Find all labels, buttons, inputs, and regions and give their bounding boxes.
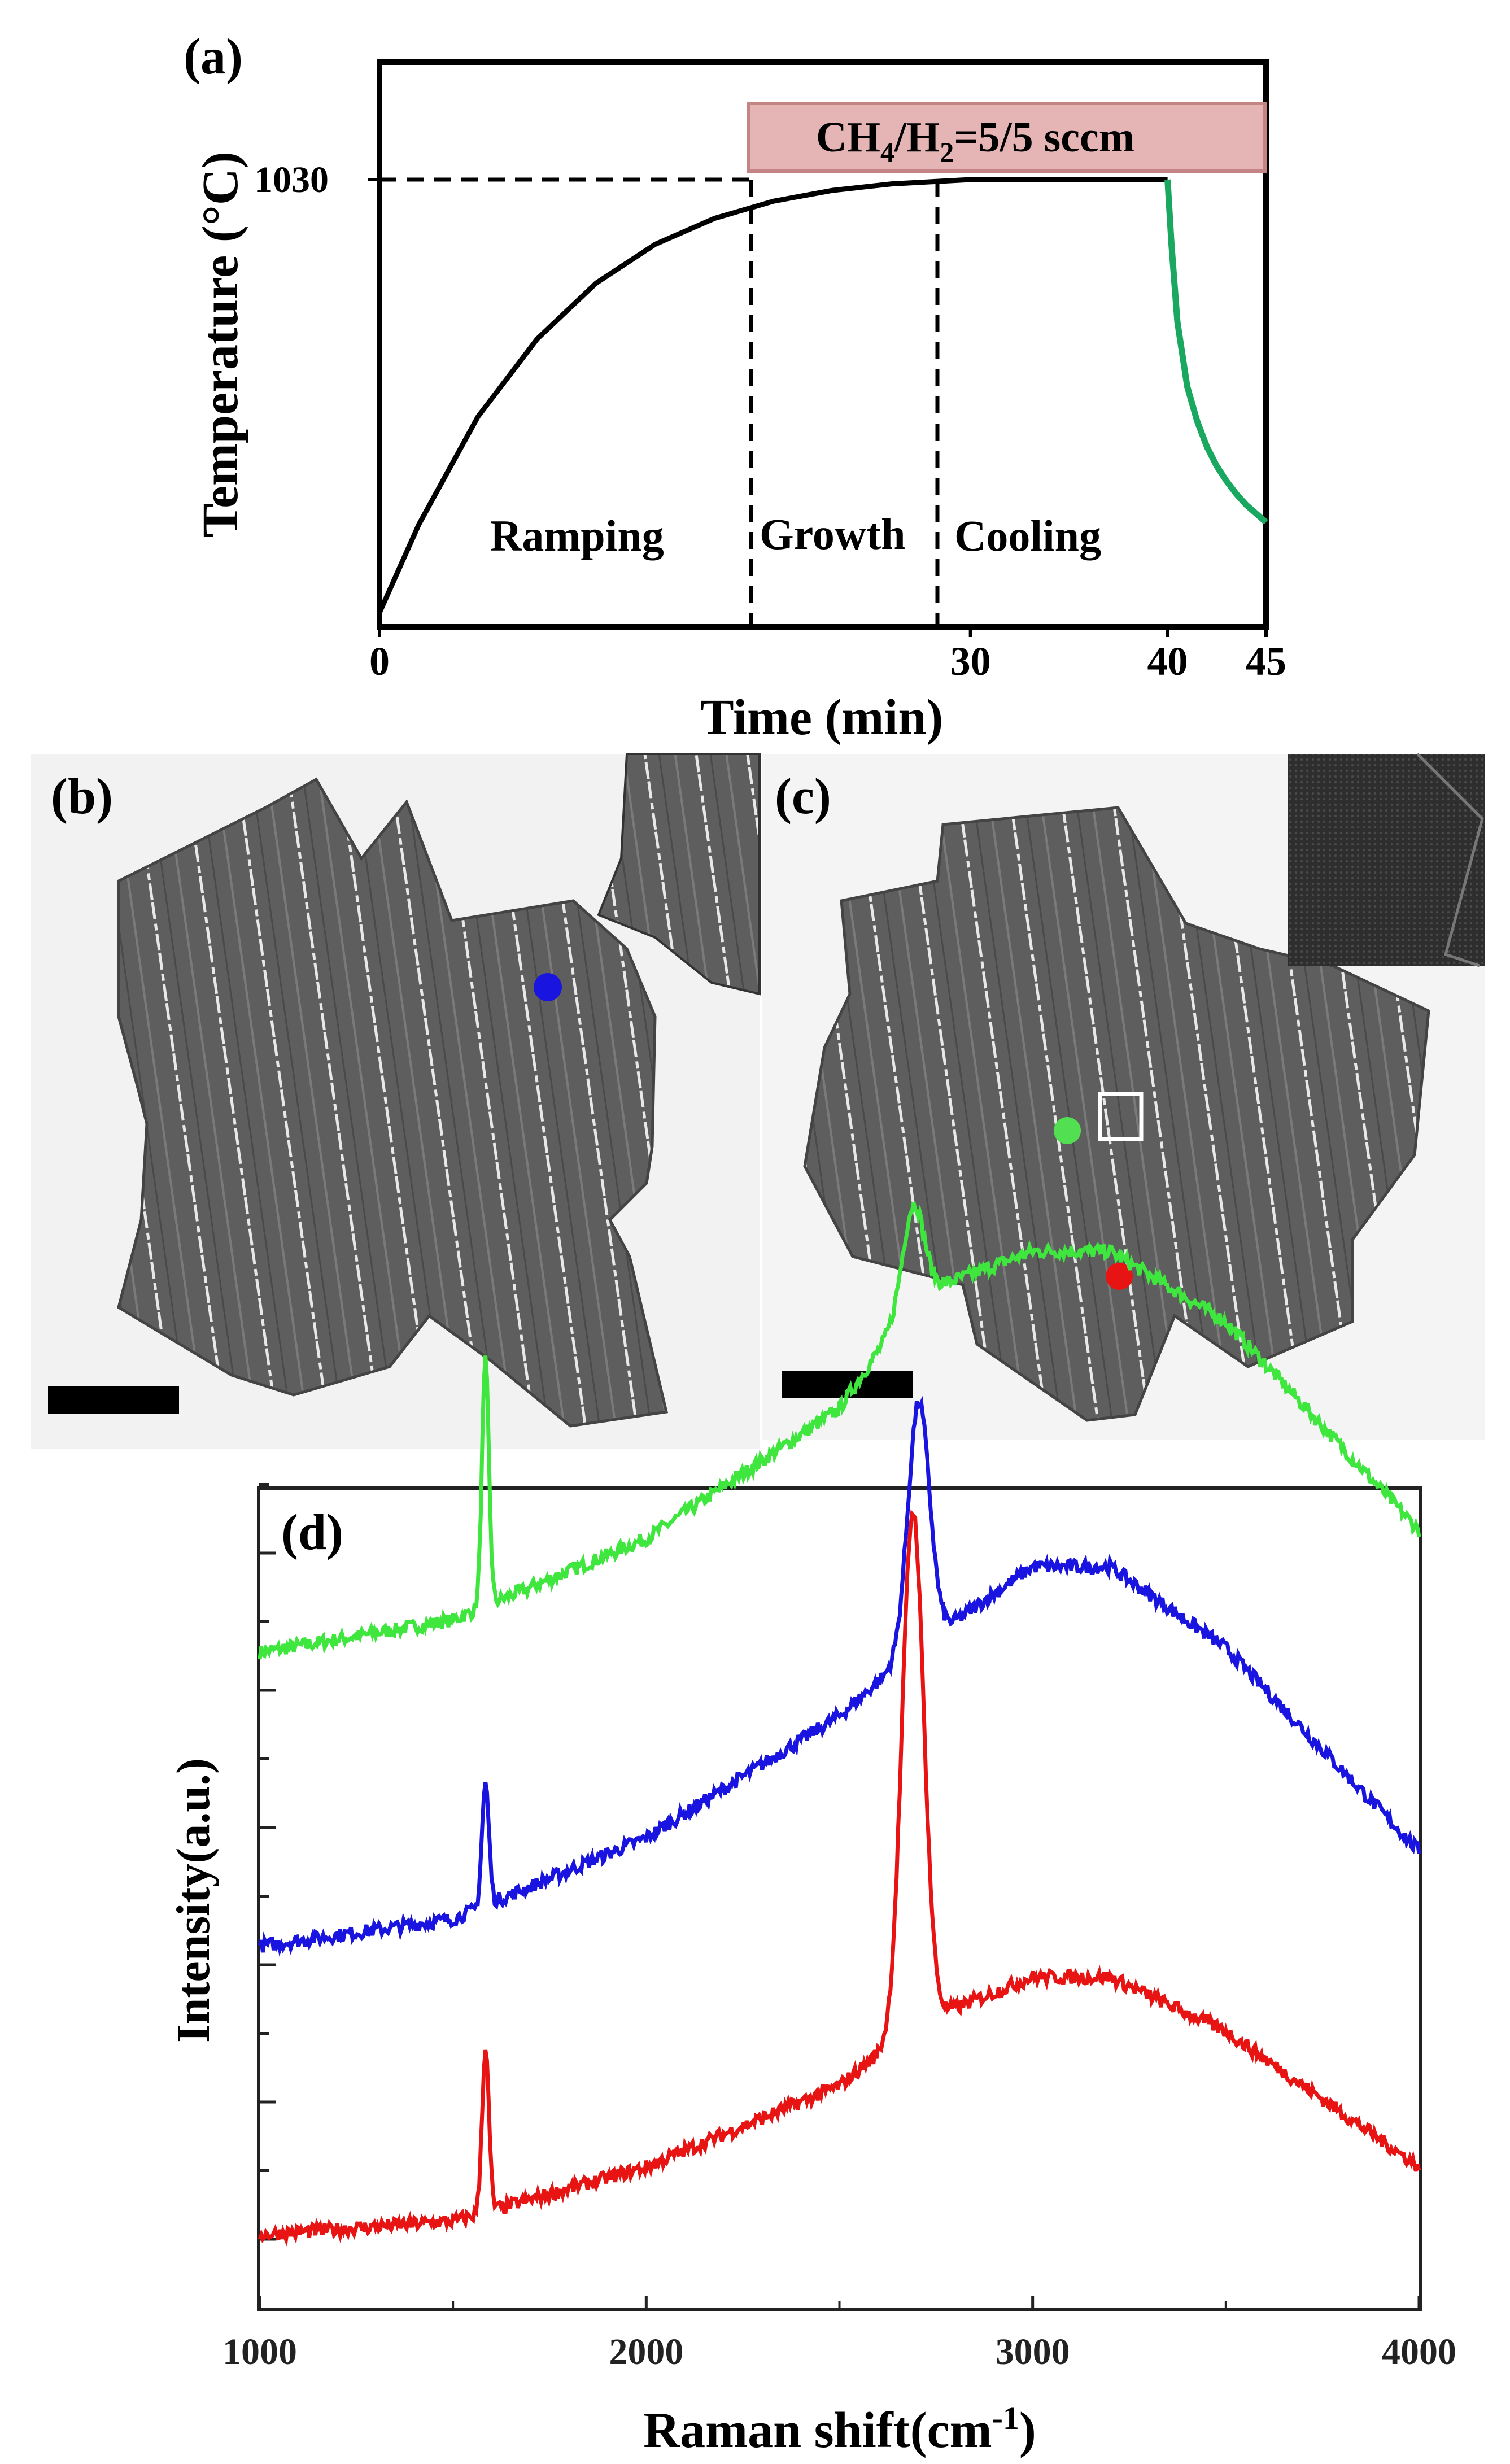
panel-c-graphene-flake (803, 806, 1430, 1422)
panel-c-inset-region-box (1098, 1092, 1144, 1141)
panel-a-xtick-label: 40 (1147, 639, 1188, 684)
temp-tick-label: 1030 (254, 159, 329, 200)
panel-d-xlabel-close: ) (1019, 2402, 1036, 2458)
phase-ramping: Ramping (490, 511, 664, 560)
panel-d-xlabel: Raman shift(cm-1) (643, 2400, 1036, 2458)
panel-d-xlabel-sup: -1 (992, 2400, 1019, 2436)
panel-d-frame (257, 1486, 1422, 2311)
panel-a-xtick-label: 45 (1246, 639, 1286, 684)
raman-spectra (258, 1202, 1421, 2247)
panel-a: (a) CH4/H2=5/5 sccm Ramping Growth Cooli… (184, 29, 1286, 745)
panel-a-xticks: 0 30 40 45 (369, 624, 1286, 684)
panel-d-xlabel-main: Raman shift(cm (643, 2402, 992, 2458)
gas-flow-ch: CH (816, 114, 880, 161)
panel-c-red-marker (1106, 1263, 1133, 1290)
panel-d-xtick-label: 4000 (1382, 2331, 1456, 2373)
spectrum-green-point (258, 1202, 1421, 1660)
panel-a-xtick-label: 30 (950, 639, 991, 684)
panel-a-xlabel: Time (min) (700, 690, 944, 745)
panel-a-frame (377, 59, 1269, 630)
panel-a-xtick-label: 0 (369, 639, 390, 684)
panel-d-ylabel: Intensity(a.u.) (167, 1758, 220, 2043)
panel-b-flake-corner (597, 753, 761, 996)
panel-b-graphene-flake (117, 777, 669, 1428)
panel-d-label: (d) (281, 1504, 343, 1560)
panel-b-label: (b) (51, 769, 113, 825)
panel-b: (b) (31, 753, 761, 1449)
gas-flow-box (747, 102, 1267, 173)
gas-flow-label: CH4/H2=5/5 sccm (816, 114, 1134, 168)
gas-flow-sub4: 4 (880, 136, 894, 168)
panel-c: (c) (762, 753, 1485, 1440)
panel-a-label: (a) (184, 29, 243, 85)
spectrum-blue-point (258, 1395, 1421, 1957)
cooling-line (1164, 179, 1268, 525)
panel-d-yticks (259, 1483, 276, 2241)
panel-d-xtick-label: 1000 (222, 2331, 297, 2373)
gas-flow-rate: =5/5 sccm (954, 114, 1134, 161)
phase-growth: Growth (760, 509, 906, 559)
ramp-growth-line (377, 177, 1168, 614)
panel-d-xtick-label: 3000 (996, 2331, 1070, 2373)
phase-cooling: Cooling (954, 511, 1101, 560)
panel-b-blue-marker (534, 973, 562, 1001)
panel-c-label: (c) (775, 769, 831, 825)
panel-d: 1000 2000 3000 4000 (d) Intensity(a.u.) Ram… (167, 1202, 1456, 2458)
gas-flow-sub2: 2 (940, 136, 954, 168)
panel-c-inset-edge (1416, 753, 1484, 967)
gas-flow-h: /H (894, 114, 940, 161)
spectrum-red-point (258, 1509, 1421, 2247)
panel-d-xticks: 1000 2000 3000 4000 (222, 2296, 1456, 2373)
panel-d-xtick-label: 2000 (609, 2331, 683, 2373)
panel-c-green-marker (1054, 1117, 1081, 1144)
panel-b-scale-bar (48, 1386, 179, 1414)
panel-c-inset (1288, 754, 1485, 966)
panel-a-ylabel: Temperature (°C) (193, 151, 248, 537)
